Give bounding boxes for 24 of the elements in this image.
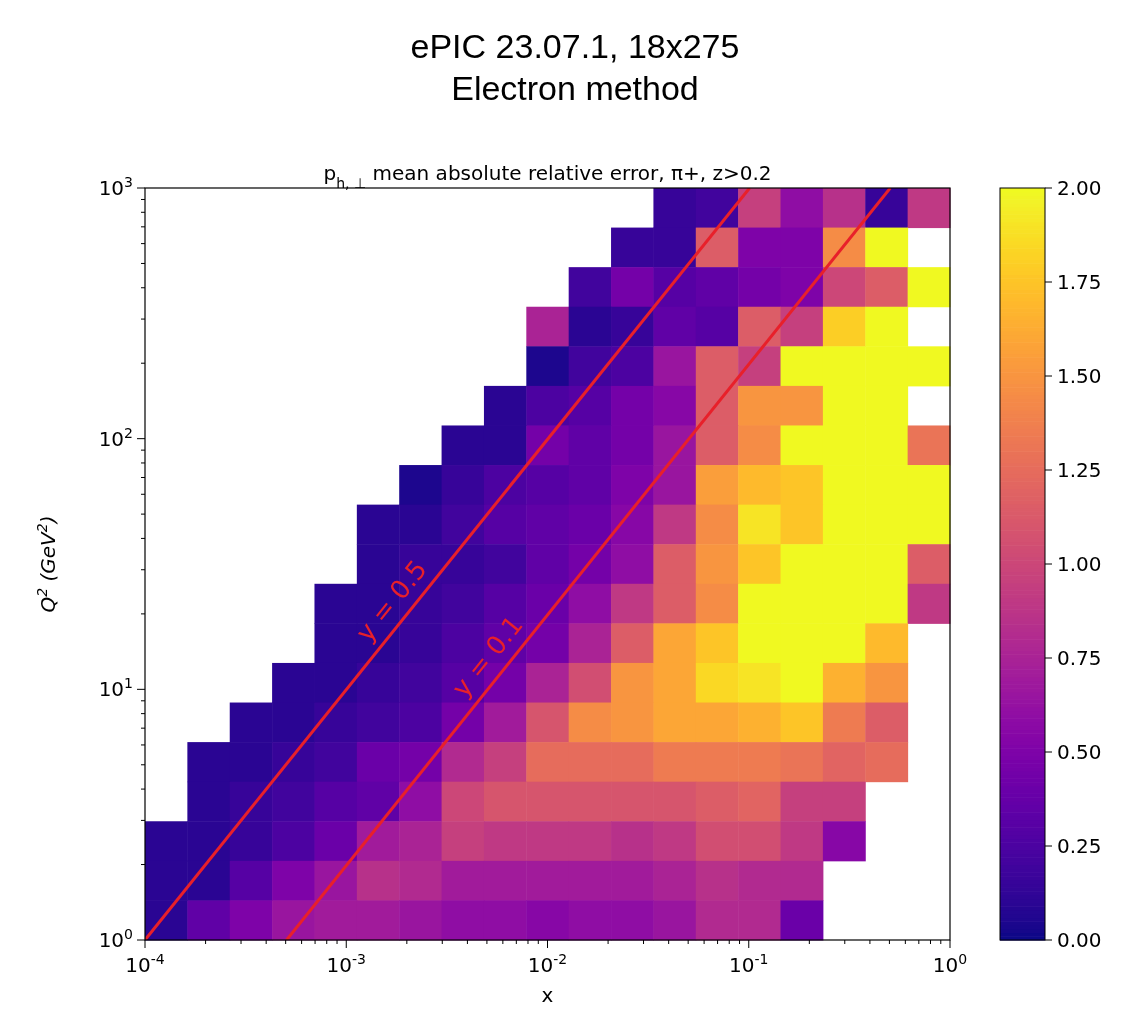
y-tick-label: 10$^{3}$ bbox=[98, 174, 133, 200]
color-bar-label: 1.75 bbox=[1057, 270, 1102, 294]
color-bar-label: 1.50 bbox=[1057, 364, 1102, 388]
color-bar-label: 0.00 bbox=[1057, 928, 1102, 952]
annotation: p$_{h, ⊥}$ mean absolute relative error, π+, z>0.2 bbox=[323, 161, 772, 191]
y-tick-label: 10$^{0}$ bbox=[98, 926, 133, 952]
color-bar-label: 1.00 bbox=[1057, 552, 1102, 576]
chart-title: ePIC 23.07.1, 18x275 bbox=[410, 27, 740, 65]
x-tick-label: 10$^{-1}$ bbox=[729, 951, 769, 977]
color-bar-label: 2.00 bbox=[1057, 176, 1102, 200]
color-bar-label: 0.75 bbox=[1057, 646, 1102, 670]
x-tick-label: 10$^{-4}$ bbox=[125, 951, 165, 977]
x-axis-title: x bbox=[541, 983, 554, 1007]
y-tick-label: 10$^{1}$ bbox=[98, 675, 133, 702]
x-tick-label: 10$^{0}$ bbox=[932, 951, 968, 977]
annotation: y = 0.5 bbox=[349, 554, 433, 648]
y-tick-label: 10$^{2}$ bbox=[98, 424, 133, 451]
color-bar-label: 0.25 bbox=[1057, 834, 1102, 858]
color-bar-label: 1.25 bbox=[1057, 458, 1102, 482]
x-tick-label: 10$^{-3}$ bbox=[326, 951, 366, 977]
color-bar-label: 0.50 bbox=[1057, 740, 1102, 764]
x-tick-label: 10$^{-2}$ bbox=[527, 951, 568, 977]
annotation: y = 0.1 bbox=[445, 609, 529, 703]
chart-subtitle: Electron method bbox=[451, 69, 699, 107]
